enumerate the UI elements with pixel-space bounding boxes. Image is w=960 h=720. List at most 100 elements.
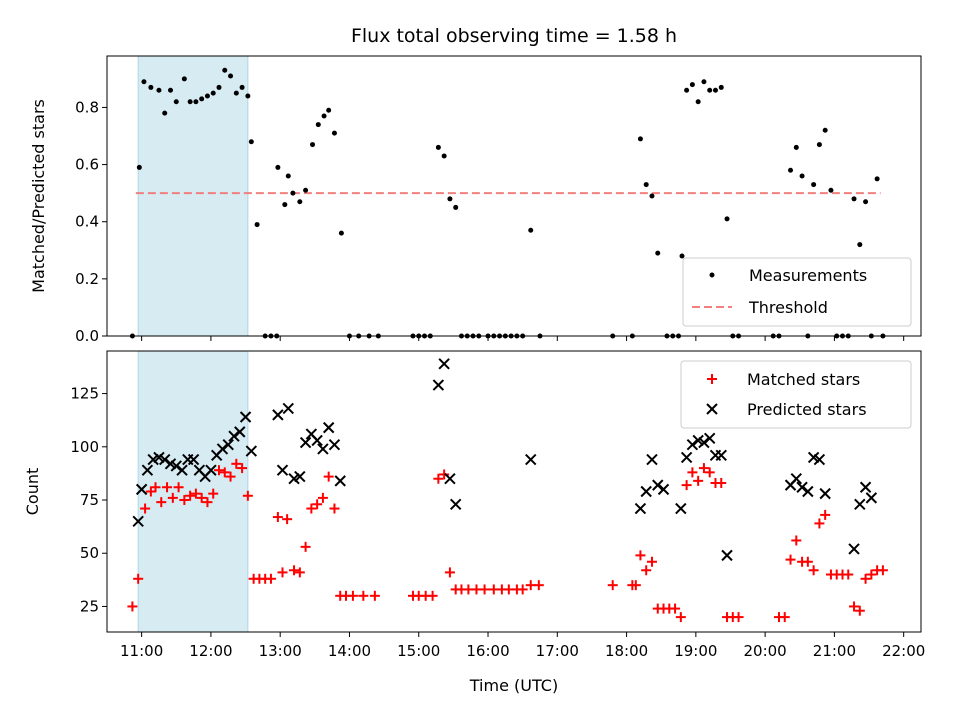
predicted-point bbox=[222, 438, 234, 451]
bottom-x-ticks: 11:00 12:00 13:00 14:00 15:00 16:00 17:00 18:00… bbox=[120, 632, 925, 660]
x-tick-label: 12:00 bbox=[189, 642, 232, 660]
matched-point bbox=[854, 605, 865, 616]
measurement-point bbox=[857, 242, 863, 248]
measurement-point bbox=[285, 173, 291, 179]
x-stroke-b bbox=[848, 543, 860, 555]
predicted-point bbox=[680, 451, 693, 464]
measurement-point bbox=[528, 227, 534, 233]
predicted-point bbox=[796, 481, 808, 493]
matched-point bbox=[294, 567, 305, 578]
measurement-point bbox=[655, 250, 661, 256]
x-tick-label: 16:00 bbox=[466, 642, 509, 660]
x-tick-label: 20:00 bbox=[744, 642, 787, 660]
measurement-point bbox=[204, 93, 210, 99]
predicted-point bbox=[159, 453, 171, 466]
measurement-point bbox=[136, 164, 142, 170]
matched-point bbox=[289, 565, 300, 576]
x-stroke-b bbox=[802, 485, 814, 498]
matched-point bbox=[681, 480, 692, 491]
predicted-point bbox=[865, 492, 878, 504]
measurement-point bbox=[338, 230, 344, 236]
x-stroke-b bbox=[438, 358, 450, 370]
matched-point bbox=[704, 467, 715, 478]
x-stroke-b bbox=[282, 402, 294, 415]
matched-point bbox=[196, 492, 207, 503]
measurement-point bbox=[649, 193, 655, 199]
measurement-point bbox=[637, 136, 643, 142]
measurement-point bbox=[162, 110, 168, 116]
matched-point bbox=[272, 512, 283, 523]
measurement-point bbox=[275, 164, 281, 170]
x-stroke-b bbox=[444, 473, 456, 485]
matched-point bbox=[820, 509, 831, 520]
measurement-point bbox=[707, 87, 713, 93]
x-stroke-b bbox=[706, 403, 718, 415]
x-stroke-b bbox=[305, 428, 318, 440]
matched-point bbox=[140, 503, 151, 514]
measurement-point bbox=[216, 84, 222, 90]
x-tick-label: 17:00 bbox=[536, 642, 579, 660]
measurement-point bbox=[141, 79, 147, 85]
legend-predicted-label: Predicted stars bbox=[747, 400, 867, 419]
top-legend: Measurements Threshold bbox=[682, 257, 912, 327]
predicted-point bbox=[640, 485, 652, 498]
x-tick-label: 21:00 bbox=[813, 642, 856, 660]
x-tick-label: 15:00 bbox=[397, 642, 440, 660]
matched-point bbox=[300, 541, 311, 552]
matched-point bbox=[646, 556, 657, 567]
x-stroke-b bbox=[159, 453, 171, 466]
x-stroke-b bbox=[813, 453, 826, 466]
predicted-point bbox=[721, 549, 733, 562]
predicted-point bbox=[205, 464, 217, 476]
x-stroke-b bbox=[854, 498, 866, 510]
x-stroke-b bbox=[790, 473, 803, 485]
predicted-point bbox=[854, 498, 866, 510]
bottom-y-axis-label: Count bbox=[23, 468, 42, 516]
y-tick-label: 0.6 bbox=[75, 156, 99, 174]
measurement-point bbox=[303, 187, 309, 193]
top-legend-box bbox=[682, 257, 912, 327]
x-stroke-b bbox=[680, 451, 693, 464]
matched-point bbox=[282, 514, 293, 525]
matched-point bbox=[427, 590, 438, 601]
matched-point bbox=[347, 590, 358, 601]
matched-point bbox=[808, 565, 819, 576]
predicted-point bbox=[228, 430, 240, 442]
predicted-point bbox=[294, 470, 306, 483]
matched-point bbox=[866, 569, 877, 580]
matched-point bbox=[716, 477, 727, 488]
bottom-legend-box bbox=[680, 360, 912, 429]
x-stroke-b bbox=[715, 449, 727, 462]
measurement-point bbox=[168, 87, 174, 93]
matched-point bbox=[190, 488, 201, 499]
measurement-point bbox=[718, 84, 724, 90]
predicted-point bbox=[322, 421, 335, 434]
chart-title: Flux total observing time = 1.58 h bbox=[351, 25, 677, 47]
x-stroke-b bbox=[317, 443, 329, 455]
x-stroke-b bbox=[272, 409, 284, 421]
x-stroke-b bbox=[164, 458, 177, 470]
measurement-point bbox=[173, 99, 179, 105]
top-axes-frame bbox=[106, 55, 922, 337]
predicted-point bbox=[299, 436, 312, 449]
x-axis-label: Time (UTC) bbox=[469, 676, 558, 695]
x-tick-label: 11:00 bbox=[120, 642, 163, 660]
x-stroke-b bbox=[205, 464, 217, 476]
predicted-point bbox=[272, 409, 284, 421]
y-tick-label: 25 bbox=[80, 597, 99, 615]
x-stroke-b bbox=[646, 453, 658, 466]
legend-matched-label: Matched stars bbox=[747, 370, 860, 389]
measurement-point bbox=[239, 84, 245, 90]
predicted-point bbox=[317, 443, 329, 455]
matched-point bbox=[791, 535, 802, 546]
matched-point bbox=[877, 565, 888, 576]
predicted-point bbox=[234, 426, 246, 438]
x-stroke-b bbox=[703, 432, 716, 444]
measurement-point bbox=[321, 113, 327, 119]
x-stroke-b bbox=[859, 481, 872, 493]
measurement-point bbox=[701, 79, 707, 85]
measurement-point bbox=[822, 127, 828, 133]
x-tick-label: 19:00 bbox=[674, 642, 717, 660]
predicted-point bbox=[848, 543, 860, 555]
matched-point bbox=[179, 495, 190, 506]
